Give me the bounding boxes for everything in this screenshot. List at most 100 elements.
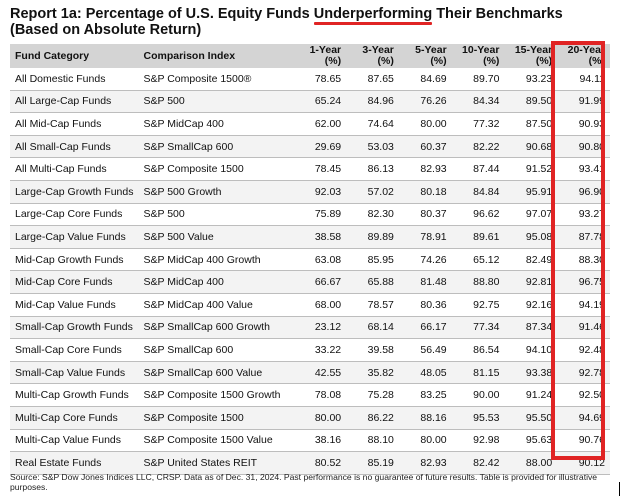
value-3-year-cell: 89.89 xyxy=(346,225,399,249)
value-10-year-cell: 65.12 xyxy=(451,248,505,272)
table-row: Mid-Cap Core Funds S&P MidCap 400 66.67 65.… xyxy=(10,270,610,294)
value-3-year-cell: 35.82 xyxy=(346,361,399,385)
table-row: All Multi-Cap Funds S&P Composite 1500 78.… xyxy=(10,157,610,181)
value-20-year-cell: 90.80 xyxy=(557,135,610,159)
fund-category-cell: Large-Cap Core Funds xyxy=(10,203,139,227)
comparison-index-cell: S&P MidCap 400 Value xyxy=(138,293,294,317)
fund-category-cell: Mid-Cap Core Funds xyxy=(10,270,139,294)
value-10-year-cell: 95.53 xyxy=(451,406,505,430)
value-10-year-cell: 77.34 xyxy=(451,316,505,340)
value-10-year-cell: 89.61 xyxy=(451,225,505,249)
value-15-year-cell: 82.49 xyxy=(504,248,558,272)
value-10-year-cell: 90.00 xyxy=(451,383,505,407)
value-10-year-cell: 88.80 xyxy=(451,270,505,294)
value-1-year-cell: 29.69 xyxy=(293,135,347,159)
fund-category-cell: Small-Cap Value Funds xyxy=(10,361,139,385)
value-5-year-cell: 82.93 xyxy=(398,157,452,181)
fund-category-cell: All Mid-Cap Funds xyxy=(10,112,139,136)
value-10-year-cell: 82.42 xyxy=(451,451,505,475)
fund-category-cell: Small-Cap Core Funds xyxy=(10,338,139,362)
value-20-year-cell: 92.78 xyxy=(557,361,610,385)
comparison-index-cell: S&P SmallCap 600 Value xyxy=(138,361,294,385)
value-5-year-cell: 78.91 xyxy=(398,225,452,249)
table-body: All Domestic Funds S&P Composite 1500® 78.… xyxy=(10,68,610,475)
value-1-year-cell: 63.08 xyxy=(293,248,347,272)
table-row: All Mid-Cap Funds S&P MidCap 400 62.00 74.6… xyxy=(10,112,610,136)
fund-category-cell: Multi-Cap Growth Funds xyxy=(10,383,139,407)
value-5-year-cell: 80.36 xyxy=(398,293,452,317)
title-highlight-word: Underperforming xyxy=(313,6,433,25)
table-row: Small-Cap Core Funds S&P SmallCap 600 33.2… xyxy=(10,338,610,362)
value-1-year-cell: 23.12 xyxy=(293,316,347,340)
value-5-year-cell: 82.93 xyxy=(398,451,452,475)
value-20-year-cell: 93.27 xyxy=(557,203,610,227)
table-row: Multi-Cap Core Funds S&P Composite 1500 80… xyxy=(10,406,610,430)
value-20-year-cell: 96.90 xyxy=(557,180,610,204)
value-5-year-cell: 48.05 xyxy=(398,361,452,385)
comparison-index-cell: S&P SmallCap 600 xyxy=(138,135,294,159)
comparison-index-cell: S&P 500 xyxy=(138,203,294,227)
header-3-year: 3-Year (%) xyxy=(346,44,399,68)
value-15-year-cell: 92.81 xyxy=(504,270,558,294)
table-row: Mid-Cap Growth Funds S&P MidCap 400 Growt… xyxy=(10,248,610,272)
fund-category-cell: All Large-Cap Funds xyxy=(10,90,139,114)
header-5-year: 5-Year (%) xyxy=(398,44,452,68)
comparison-index-cell: S&P SmallCap 600 xyxy=(138,338,294,362)
value-5-year-cell: 66.17 xyxy=(398,316,452,340)
table-row: Small-Cap Growth Funds S&P SmallCap 600 G… xyxy=(10,316,610,340)
comparison-index-cell: S&P Composite 1500 Value xyxy=(138,429,294,453)
fund-category-cell: Mid-Cap Growth Funds xyxy=(10,248,139,272)
value-3-year-cell: 39.58 xyxy=(346,338,399,362)
comparison-index-cell: S&P United States REIT xyxy=(138,451,294,475)
value-3-year-cell: 82.30 xyxy=(346,203,399,227)
value-3-year-cell: 78.57 xyxy=(346,293,399,317)
value-10-year-cell: 86.54 xyxy=(451,338,505,362)
value-5-year-cell: 83.25 xyxy=(398,383,452,407)
value-1-year-cell: 78.65 xyxy=(293,68,347,91)
value-20-year-cell: 93.41 xyxy=(557,157,610,181)
value-1-year-cell: 62.00 xyxy=(293,112,347,136)
value-5-year-cell: 74.26 xyxy=(398,248,452,272)
value-20-year-cell: 94.69 xyxy=(557,406,610,430)
fund-category-cell: Mid-Cap Value Funds xyxy=(10,293,139,317)
header-10-year: 10-Year (%) xyxy=(451,44,505,68)
value-10-year-cell: 92.75 xyxy=(451,293,505,317)
fund-category-cell: All Small-Cap Funds xyxy=(10,135,139,159)
value-3-year-cell: 53.03 xyxy=(346,135,399,159)
value-1-year-cell: 78.45 xyxy=(293,157,347,181)
value-5-year-cell: 80.00 xyxy=(398,112,452,136)
value-5-year-cell: 80.00 xyxy=(398,429,452,453)
fund-category-cell: All Multi-Cap Funds xyxy=(10,157,139,181)
table-row: Multi-Cap Value Funds S&P Composite 1500 … xyxy=(10,429,610,453)
value-1-year-cell: 42.55 xyxy=(293,361,347,385)
comparison-index-cell: S&P 500 Value xyxy=(138,225,294,249)
value-10-year-cell: 84.84 xyxy=(451,180,505,204)
title-prefix: Report 1a: Percentage of U.S. Equity Fun… xyxy=(10,6,314,22)
value-20-year-cell: 88.30 xyxy=(557,248,610,272)
value-1-year-cell: 65.24 xyxy=(293,90,347,114)
value-5-year-cell: 80.18 xyxy=(398,180,452,204)
value-20-year-cell: 96.75 xyxy=(557,270,610,294)
value-10-year-cell: 77.32 xyxy=(451,112,505,136)
value-20-year-cell: 87.78 xyxy=(557,225,610,249)
header-fund-category: Fund Category xyxy=(10,44,139,68)
table-row: Mid-Cap Value Funds S&P MidCap 400 Value 6… xyxy=(10,293,610,317)
value-15-year-cell: 95.63 xyxy=(504,429,558,453)
table-row: Real Estate Funds S&P United States REIT 8… xyxy=(10,451,610,475)
value-15-year-cell: 87.50 xyxy=(504,112,558,136)
table-row: Small-Cap Value Funds S&P SmallCap 600 Va… xyxy=(10,361,610,385)
value-5-year-cell: 76.26 xyxy=(398,90,452,114)
header-20-year: 20-Year (%) xyxy=(557,44,610,68)
value-20-year-cell: 90.12 xyxy=(557,451,610,475)
value-1-year-cell: 78.08 xyxy=(293,383,347,407)
value-20-year-cell: 91.99 xyxy=(557,90,610,114)
value-1-year-cell: 66.67 xyxy=(293,270,347,294)
comparison-index-cell: S&P MidCap 400 xyxy=(138,112,294,136)
header-row: Fund Category Comparison Index 1-Year (%)… xyxy=(10,44,610,68)
table-row: All Small-Cap Funds S&P SmallCap 600 29.69… xyxy=(10,135,610,159)
fund-category-cell: Real Estate Funds xyxy=(10,451,139,475)
value-1-year-cell: 38.58 xyxy=(293,225,347,249)
comparison-index-cell: S&P Composite 1500® xyxy=(138,68,294,91)
report-title: Report 1a: Percentage of U.S. Equity Fun… xyxy=(10,6,610,38)
comparison-index-cell: S&P MidCap 400 xyxy=(138,270,294,294)
